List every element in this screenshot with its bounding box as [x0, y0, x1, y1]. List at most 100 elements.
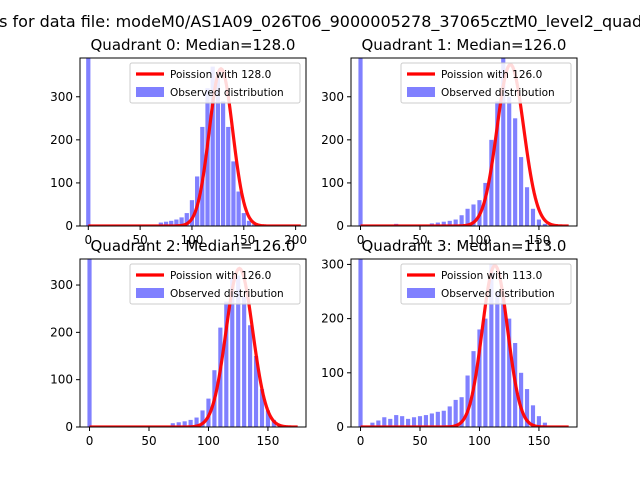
x-tick-label: 100 [181, 233, 204, 247]
histogram-bar [376, 420, 381, 427]
histogram-bar [388, 418, 393, 427]
y-tick-label: 0 [65, 219, 73, 233]
x-tick-label: 50 [141, 434, 156, 448]
x-tick-label: 0 [357, 434, 365, 448]
y-tick-label: 100 [50, 176, 73, 190]
x-tick-label: 100 [197, 434, 220, 448]
panels: 0 50 100 150 200 0 100 200 300 Quadrant 0: Median… [50, 36, 578, 448]
x-tick-label: 150 [527, 434, 550, 448]
legend-label-observed: Observed distribution [441, 87, 555, 99]
histogram-bar [189, 200, 195, 226]
histogram-bar [170, 423, 175, 427]
plot-area [86, 58, 301, 226]
axes-frame [79, 57, 307, 227]
axes-frame [350, 57, 578, 227]
histogram-bar [174, 219, 179, 226]
histogram-bar [200, 410, 205, 427]
x-tick-label: 150 [527, 233, 550, 247]
y-tick-label: 0 [336, 420, 344, 434]
histogram-bar [483, 182, 488, 226]
histogram-bar [435, 411, 440, 427]
histogram-bar [519, 372, 524, 427]
y-tick-label: 200 [50, 133, 73, 147]
histogram-bar [477, 329, 482, 427]
histogram-bar [524, 187, 530, 226]
histogram-bar [441, 410, 446, 427]
y-tick-label: 300 [50, 278, 73, 292]
histogram-bar [182, 421, 187, 427]
histogram-bar [536, 219, 542, 226]
histogram-bar [507, 318, 512, 427]
histogram-bar [489, 139, 494, 226]
panel-title: Quadrant 3: Median=113.0 [362, 237, 567, 255]
histogram-bar [513, 118, 518, 226]
histogram-bar [179, 217, 184, 226]
histogram-bar [259, 389, 265, 427]
legend-bar-swatch [407, 288, 435, 298]
histogram-bar [188, 419, 193, 427]
y-tick-label: 200 [321, 312, 344, 326]
y-tick-label: 100 [50, 373, 73, 387]
plot-area [358, 259, 569, 427]
histogram-bar [465, 208, 470, 226]
histogram-bar [435, 222, 440, 226]
poisson-curve [360, 263, 569, 427]
legend-bar-swatch [136, 288, 164, 298]
legend-label-poisson: Poission with 126.0 [170, 270, 271, 282]
histogram-bar [382, 417, 387, 427]
y-tick-label: 300 [50, 90, 73, 104]
histogram-bar [495, 291, 500, 427]
histogram-bar [194, 417, 199, 427]
legend-bar-swatch [407, 87, 435, 97]
panel-3: 0 50 100 150 0 100 200 300 Quadrant 3: Median=11… [321, 237, 578, 448]
legend: Poission with 128.0 Observed distribution [129, 62, 301, 104]
histogram-bar [459, 215, 464, 226]
panel-1: 0 50 100 150 0 100 200 300 Quadrant 1: Median=12… [321, 36, 578, 247]
histogram-bar [519, 157, 524, 226]
x-tick-label: 100 [468, 233, 491, 247]
histogram-bar [483, 318, 488, 427]
histogram-bar [370, 422, 375, 427]
legend-box [400, 263, 572, 305]
histogram-bar [224, 301, 229, 427]
legend-label-observed: Observed distribution [441, 288, 555, 300]
histogram-bar [210, 66, 215, 226]
histogram-bar [441, 221, 446, 226]
histogram-bar [226, 126, 231, 226]
legend-box [400, 62, 572, 104]
histogram-bar [236, 275, 241, 427]
legend-label-poisson: Poission with 128.0 [170, 69, 271, 81]
y-tick-label: 100 [321, 176, 344, 190]
histogram-bar [542, 422, 547, 427]
histogram-bar [501, 296, 506, 427]
histogram-bar [241, 213, 246, 226]
histogram-bar [163, 221, 169, 226]
legend: Poission with 126.0 Observed distribution [129, 263, 301, 305]
histogram-bar [423, 415, 429, 427]
panel-2: 0 50 100 150 0 100 200 300 Quadrant 2: Median=12… [50, 237, 307, 448]
histogram-bar [429, 413, 434, 427]
panel-title: Quadrant 2: Median=126.0 [91, 237, 296, 255]
x-tick-label: 0 [84, 233, 92, 247]
panel-0: 0 50 100 150 200 0 100 200 300 Quadrant 0: Median… [50, 36, 307, 247]
legend-box [129, 263, 301, 305]
legend-label-observed: Observed distribution [170, 288, 284, 300]
y-tick-label: 200 [321, 133, 344, 147]
x-tick-label: 200 [284, 233, 307, 247]
histogram-bar [536, 416, 542, 427]
legend-label-poisson: Poission with 113.0 [441, 270, 542, 282]
histogram-bar [471, 204, 476, 226]
y-tick-label: 300 [321, 90, 344, 104]
figure-title: Histograms for data file: modeM0/AS1A09_… [0, 12, 640, 32]
histogram-bar [253, 356, 259, 427]
histogram-bar [406, 418, 411, 427]
histogram-bar [231, 161, 236, 226]
legend-label-observed: Observed distribution [170, 87, 284, 99]
histogram-bar [394, 415, 399, 427]
plot-area [87, 259, 298, 427]
histogram-bar [542, 223, 547, 226]
histogram-bar [87, 259, 92, 427]
y-tick-label: 0 [336, 219, 344, 233]
histogram-bar [447, 220, 452, 226]
panel-title: Quadrant 0: Median=128.0 [91, 36, 296, 54]
